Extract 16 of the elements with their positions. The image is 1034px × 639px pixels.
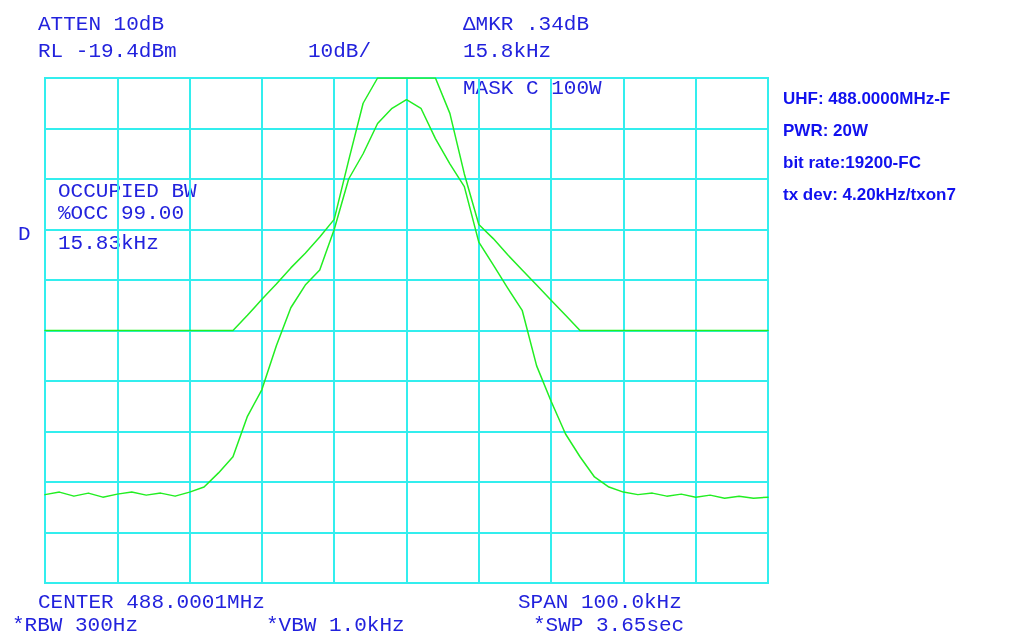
text: 10dB/ — [308, 40, 372, 63]
text: bit rate:19200-FC — [783, 153, 921, 172]
text: CENTER 488.0001MHz — [38, 591, 265, 614]
text: ATTEN 10dB — [38, 13, 165, 36]
text: D — [18, 223, 31, 246]
text: RL -19.4dBm — [38, 40, 177, 63]
text: ΔMKR .34dB — [463, 13, 590, 36]
text: tx dev: 4.20kHz/txon7 — [783, 185, 956, 204]
annotation: %OCC 99.00 — [58, 202, 185, 225]
text: SPAN 100.0kHz — [518, 591, 682, 614]
text: *VBW 1.0kHz — [266, 614, 405, 637]
text: *RBW 300Hz — [12, 614, 139, 637]
text: *SWP 3.65sec — [533, 614, 685, 637]
text: 15.8kHz — [463, 40, 552, 63]
text: PWR: 20W — [783, 121, 869, 140]
text: UHF: 488.0000MHz-F — [783, 89, 951, 108]
